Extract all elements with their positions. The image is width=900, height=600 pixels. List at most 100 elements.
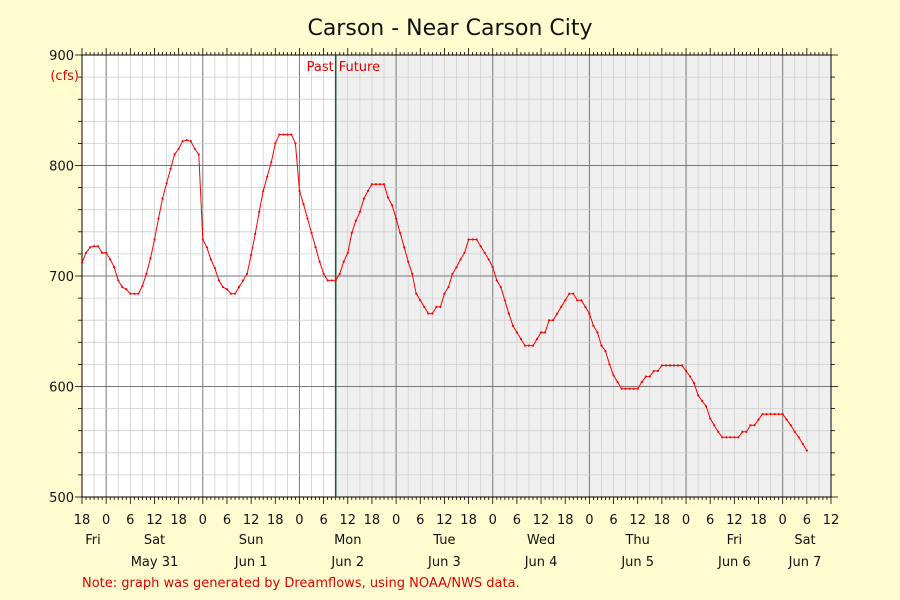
date-label: Jun 5 xyxy=(620,555,654,570)
flow-point xyxy=(761,413,764,416)
flow-point xyxy=(189,140,192,143)
flow-point xyxy=(358,210,361,214)
flow-point xyxy=(503,299,506,302)
flow-point xyxy=(121,285,124,289)
flow-point xyxy=(145,272,148,275)
flow-point xyxy=(181,140,184,143)
x-tick-labels: 18 0 6 12 18 0 6 12 18 0 6 12 18 0 6 12 18 0 6 12 18 0 6 12 18 0 6… xyxy=(74,513,840,528)
x-tick-label: 12 xyxy=(436,513,453,528)
x-tick-label: 6 xyxy=(223,513,231,528)
flow-point xyxy=(246,272,249,275)
flow-point xyxy=(749,424,752,427)
flow-point xyxy=(729,436,732,439)
flow-point xyxy=(479,245,482,248)
flow-point xyxy=(636,387,639,390)
flow-point xyxy=(390,204,394,207)
flow-point xyxy=(290,133,293,136)
flow-point xyxy=(560,305,563,309)
flow-point xyxy=(149,257,152,260)
flow-point xyxy=(233,292,237,295)
flow-point xyxy=(576,299,579,302)
flow-point xyxy=(197,153,200,156)
flow-point xyxy=(495,279,498,282)
flow-point xyxy=(330,279,333,282)
x-tick-label: 0 xyxy=(585,513,593,528)
flow-point xyxy=(676,364,680,367)
flow-point xyxy=(511,324,514,327)
flow-point xyxy=(157,217,160,220)
flow-point xyxy=(310,231,313,235)
chart-title: Carson - Near Carson City xyxy=(307,16,592,41)
flow-point xyxy=(684,369,688,373)
flow-point xyxy=(733,436,736,439)
flow-point xyxy=(656,369,659,373)
flow-point xyxy=(777,413,780,416)
flow-point xyxy=(217,279,221,282)
flow-point xyxy=(129,292,132,295)
flow-point xyxy=(620,387,623,390)
flow-point xyxy=(286,133,289,136)
flow-point xyxy=(109,258,112,261)
flow-point xyxy=(225,288,229,291)
date-label: Jun 6 xyxy=(717,555,751,570)
y-axis-label: (cfs) xyxy=(50,69,79,84)
flow-point xyxy=(346,251,349,254)
flow-point xyxy=(97,245,100,248)
date-label: Jun 7 xyxy=(788,555,822,570)
x-tick-label: 18 xyxy=(74,513,91,528)
flow-point xyxy=(173,153,176,156)
flow-point xyxy=(399,231,402,235)
flow-point xyxy=(117,279,120,282)
flow-point xyxy=(386,196,390,199)
flow-point xyxy=(701,399,704,402)
flow-point xyxy=(84,251,88,254)
y-tick-label: 500 xyxy=(49,491,74,506)
flow-point xyxy=(443,292,446,295)
flow-point xyxy=(745,430,748,433)
flow-point xyxy=(741,430,744,433)
y-tick-labels: 500 600 700 800 900 xyxy=(49,49,74,506)
flow-point xyxy=(580,299,583,302)
flow-point xyxy=(680,364,684,367)
flow-point xyxy=(713,424,716,427)
x-tick-label: 12 xyxy=(340,513,357,528)
flow-point xyxy=(141,284,144,288)
flow-point xyxy=(491,266,494,269)
day-label: Fri xyxy=(85,533,101,548)
flow-point xyxy=(447,285,450,289)
day-label: Fri xyxy=(727,533,743,548)
flow-point xyxy=(515,331,519,334)
flow-point xyxy=(616,380,619,384)
flow-point xyxy=(423,305,426,309)
flow-point xyxy=(334,279,337,282)
x-tick-label: 0 xyxy=(102,513,110,528)
flow-point xyxy=(471,238,474,241)
flow-point xyxy=(773,413,776,416)
footer-note: Note: graph was generated by Dreamflows,… xyxy=(82,576,520,591)
y-tick-label: 900 xyxy=(49,49,74,64)
flow-point xyxy=(572,292,575,295)
flow-point xyxy=(322,272,325,275)
flow-point xyxy=(793,430,796,433)
flow-point xyxy=(193,147,196,151)
x-tick-label: 6 xyxy=(126,513,134,528)
flow-point xyxy=(483,251,486,254)
x-tick-label: 12 xyxy=(726,513,743,528)
flow-point xyxy=(455,266,458,269)
flow-point xyxy=(527,344,531,347)
flow-point xyxy=(274,142,277,145)
flow-point xyxy=(221,285,225,289)
flow-point xyxy=(366,189,370,193)
flow-point xyxy=(628,387,631,390)
grid-lines xyxy=(81,54,832,498)
flow-point xyxy=(523,344,527,347)
flow-point xyxy=(692,382,696,385)
flow-point xyxy=(612,374,615,377)
x-tick-label: 6 xyxy=(513,513,521,528)
axis-ticks xyxy=(75,48,838,504)
flow-point xyxy=(753,424,756,427)
flow-point xyxy=(797,436,800,439)
flow-point xyxy=(209,258,212,261)
flow-point xyxy=(241,279,245,282)
flow-point xyxy=(652,369,655,373)
